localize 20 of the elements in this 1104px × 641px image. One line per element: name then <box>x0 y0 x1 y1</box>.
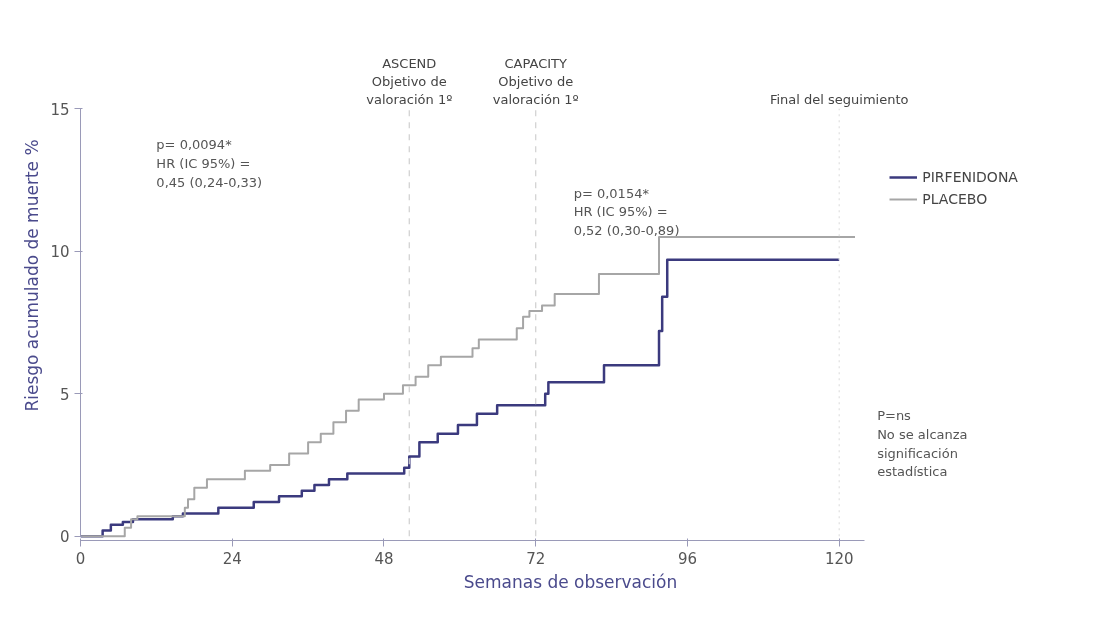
y-tick-label: 0 <box>59 528 70 547</box>
text: P=ns No se alcanza significación estadística <box>877 408 968 480</box>
y-tick-label: 5 <box>59 385 70 404</box>
annotation: p= 0,0154* HR (IC 95%) = 0,52 (0,30-0,89) <box>573 185 680 239</box>
annotation: p= 0,0094* HR (IC 95%) = 0,45 (0,24-0,33) <box>156 137 263 190</box>
y-axis-title: Riesgo acumulado de muerte % <box>22 139 43 412</box>
x-tick-label: 72 <box>526 549 546 568</box>
x-tick-label: 48 <box>374 549 394 568</box>
x-tick-label: 0 <box>75 549 86 568</box>
x-tick-label: 24 <box>222 549 242 568</box>
ref-line-label: Final del seguimiento <box>769 91 909 107</box>
legend-label: PLACEBO <box>922 190 988 207</box>
x-tick-label: 96 <box>677 549 698 568</box>
x-axis-title: Semanas de observación <box>463 571 678 592</box>
ref-line-label: CAPACITY Objetivo de valoración 1º <box>492 55 579 107</box>
y-tick-label: 15 <box>50 100 70 119</box>
ref-line-label: ASCEND Objetivo de valoración 1º <box>366 55 453 107</box>
legend-label: PIRFENIDONA <box>922 168 1018 185</box>
y-tick-label: 10 <box>50 243 70 262</box>
x-tick-label: 120 <box>824 549 854 568</box>
